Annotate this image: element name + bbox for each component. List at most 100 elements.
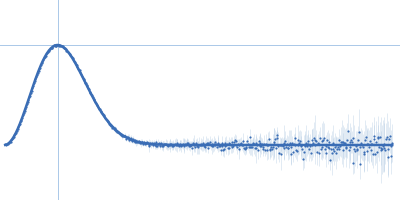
- Point: [385, 155, 392, 158]
- Point: [99, 111, 105, 115]
- Point: [285, 147, 292, 150]
- Point: [42, 54, 49, 57]
- Point: [279, 143, 285, 146]
- Point: [302, 144, 308, 147]
- Point: [46, 48, 52, 51]
- Point: [319, 146, 326, 149]
- Point: [173, 141, 180, 144]
- Point: [252, 147, 259, 150]
- Point: [306, 148, 312, 151]
- Point: [79, 74, 85, 78]
- Point: [340, 140, 346, 143]
- Point: [236, 144, 242, 147]
- Point: [189, 146, 195, 150]
- Point: [30, 85, 36, 88]
- Point: [246, 145, 253, 148]
- Point: [236, 148, 243, 151]
- Point: [341, 141, 347, 144]
- Point: [356, 162, 363, 166]
- Point: [259, 143, 265, 146]
- Point: [291, 136, 298, 139]
- Point: [114, 130, 120, 133]
- Point: [177, 142, 184, 146]
- Point: [214, 145, 220, 148]
- Point: [149, 142, 156, 145]
- Point: [26, 95, 32, 99]
- Point: [142, 141, 149, 145]
- Point: [192, 145, 198, 149]
- Point: [25, 98, 32, 101]
- Point: [244, 140, 250, 143]
- Point: [84, 84, 90, 88]
- Point: [118, 133, 124, 137]
- Point: [23, 106, 29, 109]
- Point: [89, 94, 95, 97]
- Point: [224, 142, 230, 146]
- Point: [347, 146, 354, 149]
- Point: [382, 148, 388, 151]
- Point: [151, 141, 157, 145]
- Point: [166, 144, 172, 147]
- Point: [266, 147, 273, 150]
- Point: [124, 136, 130, 139]
- Point: [59, 44, 66, 48]
- Point: [247, 135, 254, 138]
- Point: [74, 65, 80, 68]
- Point: [221, 147, 227, 151]
- Point: [242, 147, 248, 151]
- Point: [8, 138, 14, 142]
- Point: [10, 135, 17, 138]
- Point: [361, 150, 368, 153]
- Point: [301, 144, 308, 147]
- Point: [284, 143, 290, 146]
- Point: [69, 56, 75, 59]
- Point: [172, 143, 178, 146]
- Point: [84, 84, 90, 87]
- Point: [243, 147, 250, 150]
- Point: [34, 71, 41, 74]
- Point: [53, 44, 60, 47]
- Point: [241, 147, 247, 150]
- Point: [195, 146, 202, 149]
- Point: [80, 76, 86, 79]
- Point: [139, 141, 146, 144]
- Point: [158, 142, 164, 145]
- Point: [200, 142, 206, 145]
- Point: [130, 138, 136, 141]
- Point: [370, 137, 377, 141]
- Point: [4, 142, 11, 146]
- Point: [288, 146, 294, 149]
- Point: [242, 145, 249, 148]
- Point: [170, 143, 177, 146]
- Point: [107, 123, 113, 127]
- Point: [66, 53, 73, 56]
- Point: [97, 109, 104, 112]
- Point: [51, 44, 57, 47]
- Point: [266, 137, 272, 141]
- Point: [92, 100, 98, 103]
- Point: [350, 137, 356, 140]
- Point: [27, 94, 33, 97]
- Point: [384, 147, 391, 151]
- Point: [207, 141, 213, 144]
- Point: [41, 56, 47, 60]
- Point: [332, 152, 339, 155]
- Point: [193, 141, 199, 144]
- Point: [220, 148, 226, 151]
- Point: [308, 139, 315, 142]
- Point: [142, 142, 148, 145]
- Point: [300, 157, 306, 160]
- Point: [146, 144, 153, 147]
- Point: [184, 142, 191, 145]
- Point: [203, 142, 209, 145]
- Point: [97, 108, 103, 111]
- Point: [173, 143, 179, 146]
- Point: [362, 138, 368, 142]
- Point: [163, 144, 170, 147]
- Point: [376, 145, 382, 148]
- Point: [47, 47, 53, 51]
- Point: [275, 144, 282, 147]
- Point: [209, 143, 216, 146]
- Point: [77, 71, 84, 74]
- Point: [62, 47, 68, 50]
